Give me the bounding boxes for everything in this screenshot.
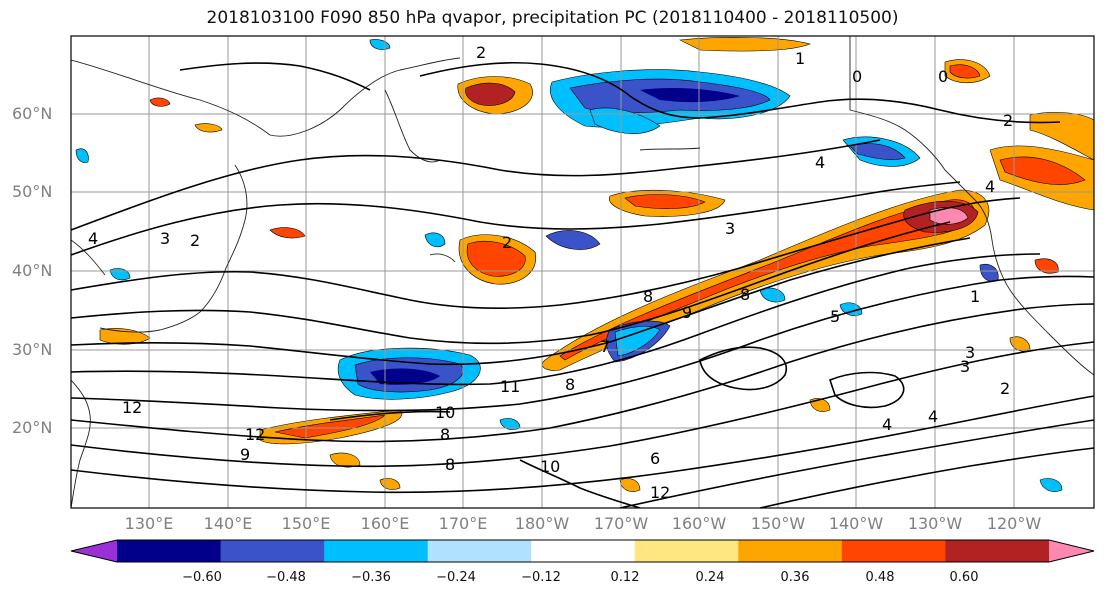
lon-label-140e: 140°E <box>203 514 253 533</box>
contour-label: 4 <box>88 229 98 248</box>
contour-label: 2 <box>1003 111 1013 130</box>
contour-label: 12 <box>245 425 265 444</box>
lon-label-140w: 140°W <box>828 514 884 533</box>
colorbar-tick-label: −0.48 <box>266 570 306 585</box>
contour-label: 9 <box>240 445 250 464</box>
coastlines <box>71 36 1094 508</box>
lat-label-30n: 30°N <box>12 340 53 359</box>
colorbar-tick-label: 0.12 <box>610 570 640 585</box>
colorbar-tick-label: −0.60 <box>182 570 222 585</box>
lon-label-150w: 150°W <box>750 514 806 533</box>
contour-label: 3 <box>160 229 170 248</box>
contour-label: 8 <box>565 375 575 394</box>
lat-label-20n: 20°N <box>12 418 53 437</box>
contour-label: 2 <box>502 233 512 252</box>
contour-label: 8 <box>643 287 653 306</box>
lon-label-130w: 130°W <box>907 514 963 533</box>
colorbar-outline <box>70 539 1095 563</box>
colorbar-swatch <box>738 540 843 562</box>
lat-label-50n: 50°N <box>12 182 53 201</box>
contour-label: 4 <box>882 415 892 434</box>
lon-label-170e: 170°E <box>438 514 488 533</box>
contour-label: 2 <box>476 43 486 62</box>
colorbar <box>70 539 1095 563</box>
lon-label-180w: 180°W <box>514 514 570 533</box>
contour-label: 12 <box>650 483 670 502</box>
contour-label: 8 <box>440 425 450 444</box>
lon-label-130e: 130°E <box>124 514 174 533</box>
contour-label: 7 <box>600 337 610 356</box>
humidity-contours <box>71 61 1094 508</box>
contour-label: 9 <box>682 303 692 322</box>
colorbar-extend-high <box>1049 540 1094 562</box>
colorbar-swatch <box>531 540 636 562</box>
contour-label: 11 <box>500 377 520 396</box>
contour-labels: 1 0 0 2 2 2 4 4 3 2 4 3 8 8 9 5 7 8 11 1… <box>88 43 1013 502</box>
colorbar-swatch <box>841 540 946 562</box>
colorbar-extend-low <box>71 540 117 562</box>
colorbar-swatch <box>427 540 532 562</box>
contour-label: 3 <box>960 357 970 376</box>
lat-label-40n: 40°N <box>12 261 53 280</box>
contour-label: 4 <box>815 153 825 172</box>
lon-label-160w: 160°W <box>671 514 727 533</box>
contour-label: 6 <box>650 449 660 468</box>
contour-label: 8 <box>740 285 750 304</box>
colorbar-tick-label: −0.24 <box>436 570 476 585</box>
map-title: 2018103100 F090 850 hPa qvapor, precipit… <box>206 8 899 28</box>
colorbar-tick-label: 0.36 <box>780 570 810 585</box>
colorbar-tick-label: −0.12 <box>521 570 561 585</box>
contour-label: 12 <box>122 398 142 417</box>
colorbar-tick-label: 0.24 <box>695 570 725 585</box>
map-frame <box>70 35 1095 509</box>
map-panel: 1 0 0 2 2 2 4 4 3 2 4 3 8 8 9 5 7 8 11 1… <box>71 36 1094 508</box>
contour-label: 1 <box>795 49 805 68</box>
lon-label-170w: 170°W <box>593 514 649 533</box>
colorbar-swatch <box>324 540 429 562</box>
lon-label-120w: 120°W <box>986 514 1042 533</box>
colorbar-swatch <box>634 540 739 562</box>
contour-label: 4 <box>928 407 938 426</box>
contour-label: 3 <box>725 219 735 238</box>
contour-label: 10 <box>540 457 560 476</box>
colorbar-swatch <box>220 540 325 562</box>
contour-label: 1 <box>970 287 980 306</box>
colorbar-swatch <box>117 540 222 562</box>
lon-label-160e: 160°E <box>360 514 410 533</box>
contour-label: 0 <box>938 67 948 86</box>
contour-label: 10 <box>435 403 455 422</box>
contour-label: 2 <box>1000 379 1010 398</box>
contour-label: 5 <box>830 307 840 326</box>
contour-label: 8 <box>445 455 455 474</box>
colorbar-swatch <box>945 540 1050 562</box>
contour-label: 3 <box>965 343 975 362</box>
contour-label: 2 <box>190 231 200 250</box>
contour-label: 0 <box>852 67 862 86</box>
colorbar-tick-label: 0.60 <box>949 570 979 585</box>
colorbar-tick-label: 0.48 <box>865 570 895 585</box>
colorbar-tick-label: −0.36 <box>351 570 391 585</box>
lat-label-60n: 60°N <box>12 104 53 123</box>
contour-label: 4 <box>985 177 995 196</box>
lon-label-150e: 150°E <box>281 514 331 533</box>
